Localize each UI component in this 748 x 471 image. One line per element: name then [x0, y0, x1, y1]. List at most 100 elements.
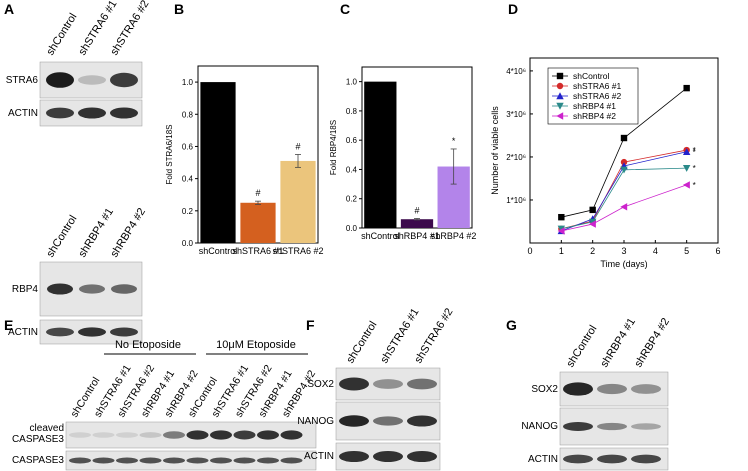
- band: [563, 382, 593, 396]
- y-tick-label: 4*10⁶: [506, 67, 526, 76]
- point: [589, 206, 596, 214]
- annotation: *: [693, 146, 696, 155]
- legend-label: shSTRA6 #2: [573, 91, 621, 101]
- y-tick-label: 0.0: [182, 239, 194, 248]
- point: [682, 148, 691, 155]
- blot-label-box: SOX2: [531, 383, 558, 395]
- y-axis-label: Number of viable cells: [490, 106, 500, 195]
- band: [78, 107, 106, 119]
- band: [69, 457, 91, 464]
- x-tick-label-box: shControl: [361, 231, 400, 241]
- x-tick-label: 0: [527, 246, 532, 256]
- blot-label-box: CASPASE3: [11, 455, 64, 466]
- band: [92, 457, 115, 464]
- lane-label: shRBP4 #1: [598, 316, 638, 370]
- band: [78, 327, 106, 337]
- x-tick-label: 6: [715, 246, 720, 256]
- y-axis-label: Fold RBP4/18S: [329, 120, 338, 175]
- error-bar: [414, 218, 420, 221]
- lane-label: shRBP4 #2: [632, 316, 672, 370]
- blot-label: CASPASE3: [11, 455, 64, 466]
- error-bar: [295, 154, 301, 168]
- band: [186, 457, 209, 464]
- point: [588, 220, 596, 228]
- band: [79, 284, 105, 294]
- annotation: *: [452, 136, 456, 146]
- y-tick-label: 1*10⁶: [506, 196, 526, 205]
- point: [620, 134, 628, 142]
- band: [280, 457, 303, 464]
- bar: [240, 202, 276, 243]
- y-tick-label: 0.8: [346, 107, 358, 116]
- y-tick-label: 2*10⁶: [506, 153, 526, 162]
- band: [339, 450, 369, 463]
- legend-marker: [556, 82, 564, 90]
- band: [163, 431, 185, 439]
- blot-label: cleaved CASPASE3: [11, 423, 64, 445]
- x-axis-label: Time (days): [600, 259, 647, 269]
- y-tick-label: 0.6: [346, 136, 358, 145]
- blot-label-box: cleaved CASPASE3: [11, 423, 64, 445]
- x-tick-label: shRBP4 #2: [430, 231, 477, 241]
- point: [557, 227, 565, 235]
- y-tick-label: 3*10⁶: [506, 110, 526, 119]
- panel-label: E: [4, 317, 13, 333]
- y-tick-label: 0.2: [346, 195, 358, 204]
- legend-label: shControl: [573, 71, 609, 81]
- x-tick-label: shSTRA6 #1: [232, 246, 284, 256]
- band: [563, 422, 593, 431]
- band: [110, 327, 138, 337]
- x-tick-label: shRBP4 #1: [394, 231, 440, 241]
- x-tick-label: 4: [653, 246, 658, 256]
- band: [46, 72, 74, 88]
- blot-label: STRA6: [5, 74, 38, 86]
- band: [186, 430, 209, 440]
- annotation: *: [693, 164, 696, 173]
- band: [210, 430, 232, 440]
- blot-label: SOX2: [531, 383, 558, 395]
- band: [110, 107, 138, 119]
- band: [631, 384, 661, 394]
- y-tick-label: 0.2: [182, 207, 194, 216]
- x-tick-label: 1: [559, 246, 564, 256]
- blot-label: ACTIN: [304, 451, 334, 462]
- band: [110, 72, 138, 88]
- blot-label-box: SOX2: [307, 379, 334, 390]
- blot-label: NANOG: [297, 415, 334, 427]
- annotation: #: [255, 188, 260, 198]
- panel-label: C: [340, 1, 350, 17]
- y-tick-label: 1.0: [346, 78, 358, 87]
- band: [631, 423, 661, 430]
- blot-label: ACTIN: [528, 453, 558, 465]
- blot-label-box: ACTIN: [304, 451, 334, 462]
- panel-label: B: [174, 1, 184, 17]
- blot-label-box: NANOG: [297, 415, 334, 427]
- x-tick-label-box: shRBP4 #1: [394, 231, 440, 241]
- band: [111, 284, 137, 294]
- blot-label-box: ACTIN: [8, 327, 38, 338]
- band: [597, 383, 627, 395]
- y-axis-label: Fold STRA6/18S: [165, 124, 174, 184]
- band: [373, 416, 403, 426]
- x-tick-label: shControl: [361, 231, 400, 241]
- band: [116, 432, 138, 438]
- band: [257, 457, 279, 464]
- band: [69, 432, 91, 438]
- blot-label-box: ACTIN: [8, 108, 38, 119]
- legend-label: shRBP4 #2: [573, 111, 616, 121]
- band: [631, 454, 661, 464]
- x-tick-label: shSTRA6 #2: [272, 246, 324, 256]
- x-tick-label-box: shControl: [198, 246, 238, 256]
- y-tick-label: 1.0: [182, 78, 194, 87]
- blot-label: NANOG: [521, 421, 558, 432]
- lane-label: shControl: [44, 213, 79, 259]
- x-tick-label-box: shSTRA6 #1: [232, 246, 284, 256]
- series-line: [561, 151, 687, 232]
- error-bar: [255, 200, 261, 205]
- lane-label: shControl: [564, 323, 599, 369]
- band: [46, 327, 74, 337]
- series-line: [561, 87, 687, 218]
- band: [597, 454, 627, 464]
- legend-marker: [556, 112, 564, 120]
- x-tick-label: shControl: [198, 246, 238, 256]
